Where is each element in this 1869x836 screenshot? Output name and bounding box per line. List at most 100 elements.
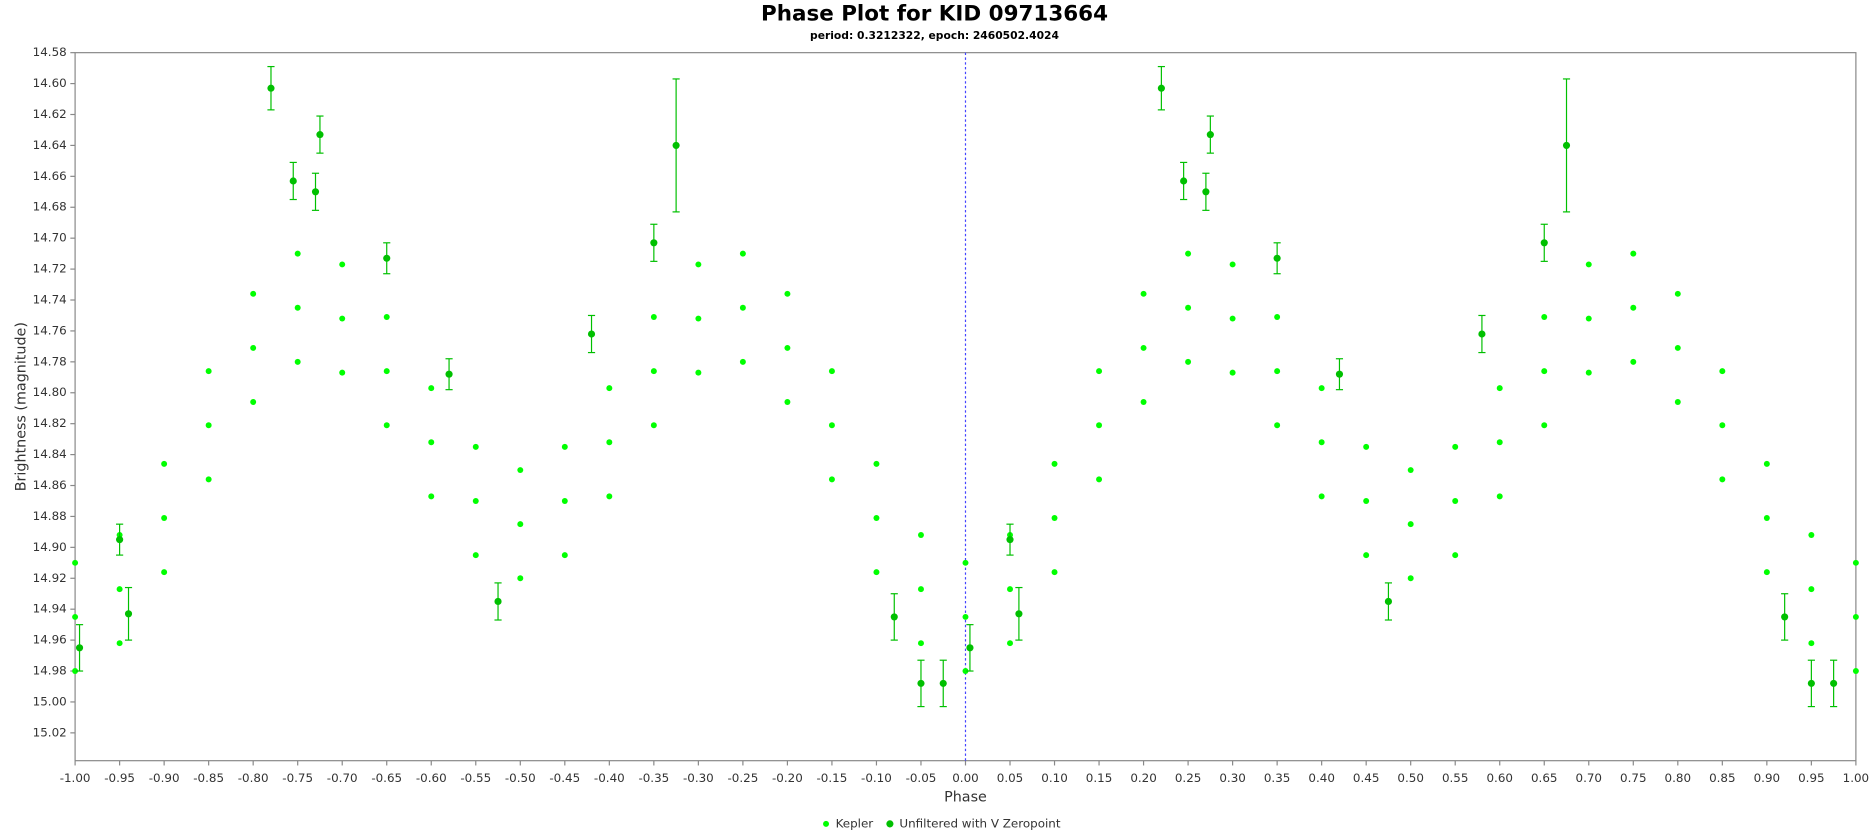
legend-marker <box>886 820 894 828</box>
y-tick-label: 14.82 <box>33 416 67 430</box>
data-point <box>1496 493 1503 500</box>
data-point <box>1274 422 1281 429</box>
data-point <box>250 290 257 297</box>
y-tick-label: 14.74 <box>33 293 67 307</box>
data-point <box>428 439 435 446</box>
data-point <box>695 369 702 376</box>
data-point <box>316 131 324 139</box>
data-point <box>1051 460 1058 467</box>
x-tick-label: 0.50 <box>1397 771 1424 785</box>
y-tick-label: 14.66 <box>33 169 67 183</box>
x-tick-label: -0.60 <box>416 771 447 785</box>
data-point <box>472 443 479 450</box>
data-point <box>1496 385 1503 392</box>
legend-label: Unfiltered with V Zeropoint <box>899 816 1060 830</box>
x-tick-label: -0.40 <box>594 771 625 785</box>
data-point <box>962 613 969 620</box>
y-tick-label: 14.92 <box>33 571 67 585</box>
data-point <box>587 330 596 338</box>
data-point <box>1852 613 1859 620</box>
data-point <box>1006 536 1014 544</box>
x-tick-label: -0.10 <box>861 771 892 785</box>
x-tick-label: -0.05 <box>906 771 937 785</box>
data-point <box>1541 368 1548 375</box>
x-tick-label: -0.95 <box>104 771 135 785</box>
data-point <box>1674 290 1681 297</box>
y-tick-label: 14.94 <box>33 602 67 616</box>
data-point <box>1452 443 1459 450</box>
data-point <box>161 569 168 576</box>
y-tick-label: 14.72 <box>33 262 67 276</box>
data-point <box>1407 467 1414 474</box>
data-point <box>1452 552 1459 559</box>
data-point <box>1674 344 1681 351</box>
series-1 <box>75 65 1838 708</box>
data-point <box>695 315 702 322</box>
data-point <box>828 422 835 429</box>
chart-title: Phase Plot for KID 09713664 <box>761 2 1108 27</box>
data-point <box>494 597 502 606</box>
x-tick-label: -1.00 <box>60 771 91 785</box>
data-point <box>873 569 880 576</box>
y-tick-label: 14.76 <box>33 323 67 337</box>
data-point <box>1185 250 1192 257</box>
x-tick-label: 0.35 <box>1264 771 1291 785</box>
data-point <box>1496 439 1503 446</box>
data-point <box>606 493 613 500</box>
data-point <box>650 239 658 247</box>
data-point <box>72 668 79 675</box>
data-point <box>1363 443 1370 450</box>
data-point <box>1318 493 1325 500</box>
x-tick-label: -0.75 <box>282 771 313 785</box>
data-point <box>1363 552 1370 559</box>
data-point <box>1763 460 1770 467</box>
data-point <box>561 443 568 450</box>
x-tick-label: 0.60 <box>1486 771 1513 785</box>
data-point <box>784 344 791 351</box>
data-point <box>517 521 524 528</box>
data-point <box>1585 261 1592 268</box>
data-point <box>1630 358 1637 365</box>
data-point <box>472 497 479 504</box>
data-point <box>917 679 925 687</box>
data-point <box>1763 515 1770 521</box>
data-point <box>1157 84 1165 92</box>
y-tick-label: 14.68 <box>33 200 67 214</box>
x-tick-label: -0.65 <box>371 771 402 785</box>
x-tick-label: -0.90 <box>149 771 180 785</box>
data-point <box>1180 177 1188 185</box>
x-tick-label: 0.55 <box>1442 771 1469 785</box>
data-point <box>1206 131 1214 139</box>
data-point <box>650 368 657 375</box>
data-point <box>72 613 79 620</box>
data-point <box>1051 569 1058 576</box>
x-tick-label: 0.95 <box>1798 771 1825 785</box>
data-point <box>739 304 746 311</box>
data-point <box>1318 439 1325 446</box>
data-point <box>739 358 746 365</box>
data-point <box>828 476 835 483</box>
data-point <box>205 476 212 483</box>
y-tick-label: 14.86 <box>33 478 67 492</box>
x-tick-label: -0.50 <box>505 771 536 785</box>
data-point <box>650 422 657 429</box>
data-point <box>339 369 346 376</box>
data-point <box>672 141 680 149</box>
data-point <box>873 515 880 521</box>
x-tick-label: 0.40 <box>1308 771 1335 785</box>
data-point <box>1541 314 1548 320</box>
chart-subtitle: period: 0.3212322, epoch: 2460502.4024 <box>810 29 1059 42</box>
legend: Kepler Unfiltered with V Zeropoint <box>823 816 1061 830</box>
data-point <box>784 290 791 297</box>
x-tick-label: -0.25 <box>727 771 758 785</box>
data-point <box>294 304 301 311</box>
data-point <box>267 84 275 92</box>
data-point <box>1096 368 1103 375</box>
data-point <box>517 575 524 582</box>
data-point <box>966 644 974 652</box>
x-tick-label: -0.55 <box>460 771 491 785</box>
data-point <box>1335 370 1344 378</box>
data-point <box>75 644 84 652</box>
data-point <box>1763 569 1770 576</box>
data-point <box>1830 679 1838 687</box>
